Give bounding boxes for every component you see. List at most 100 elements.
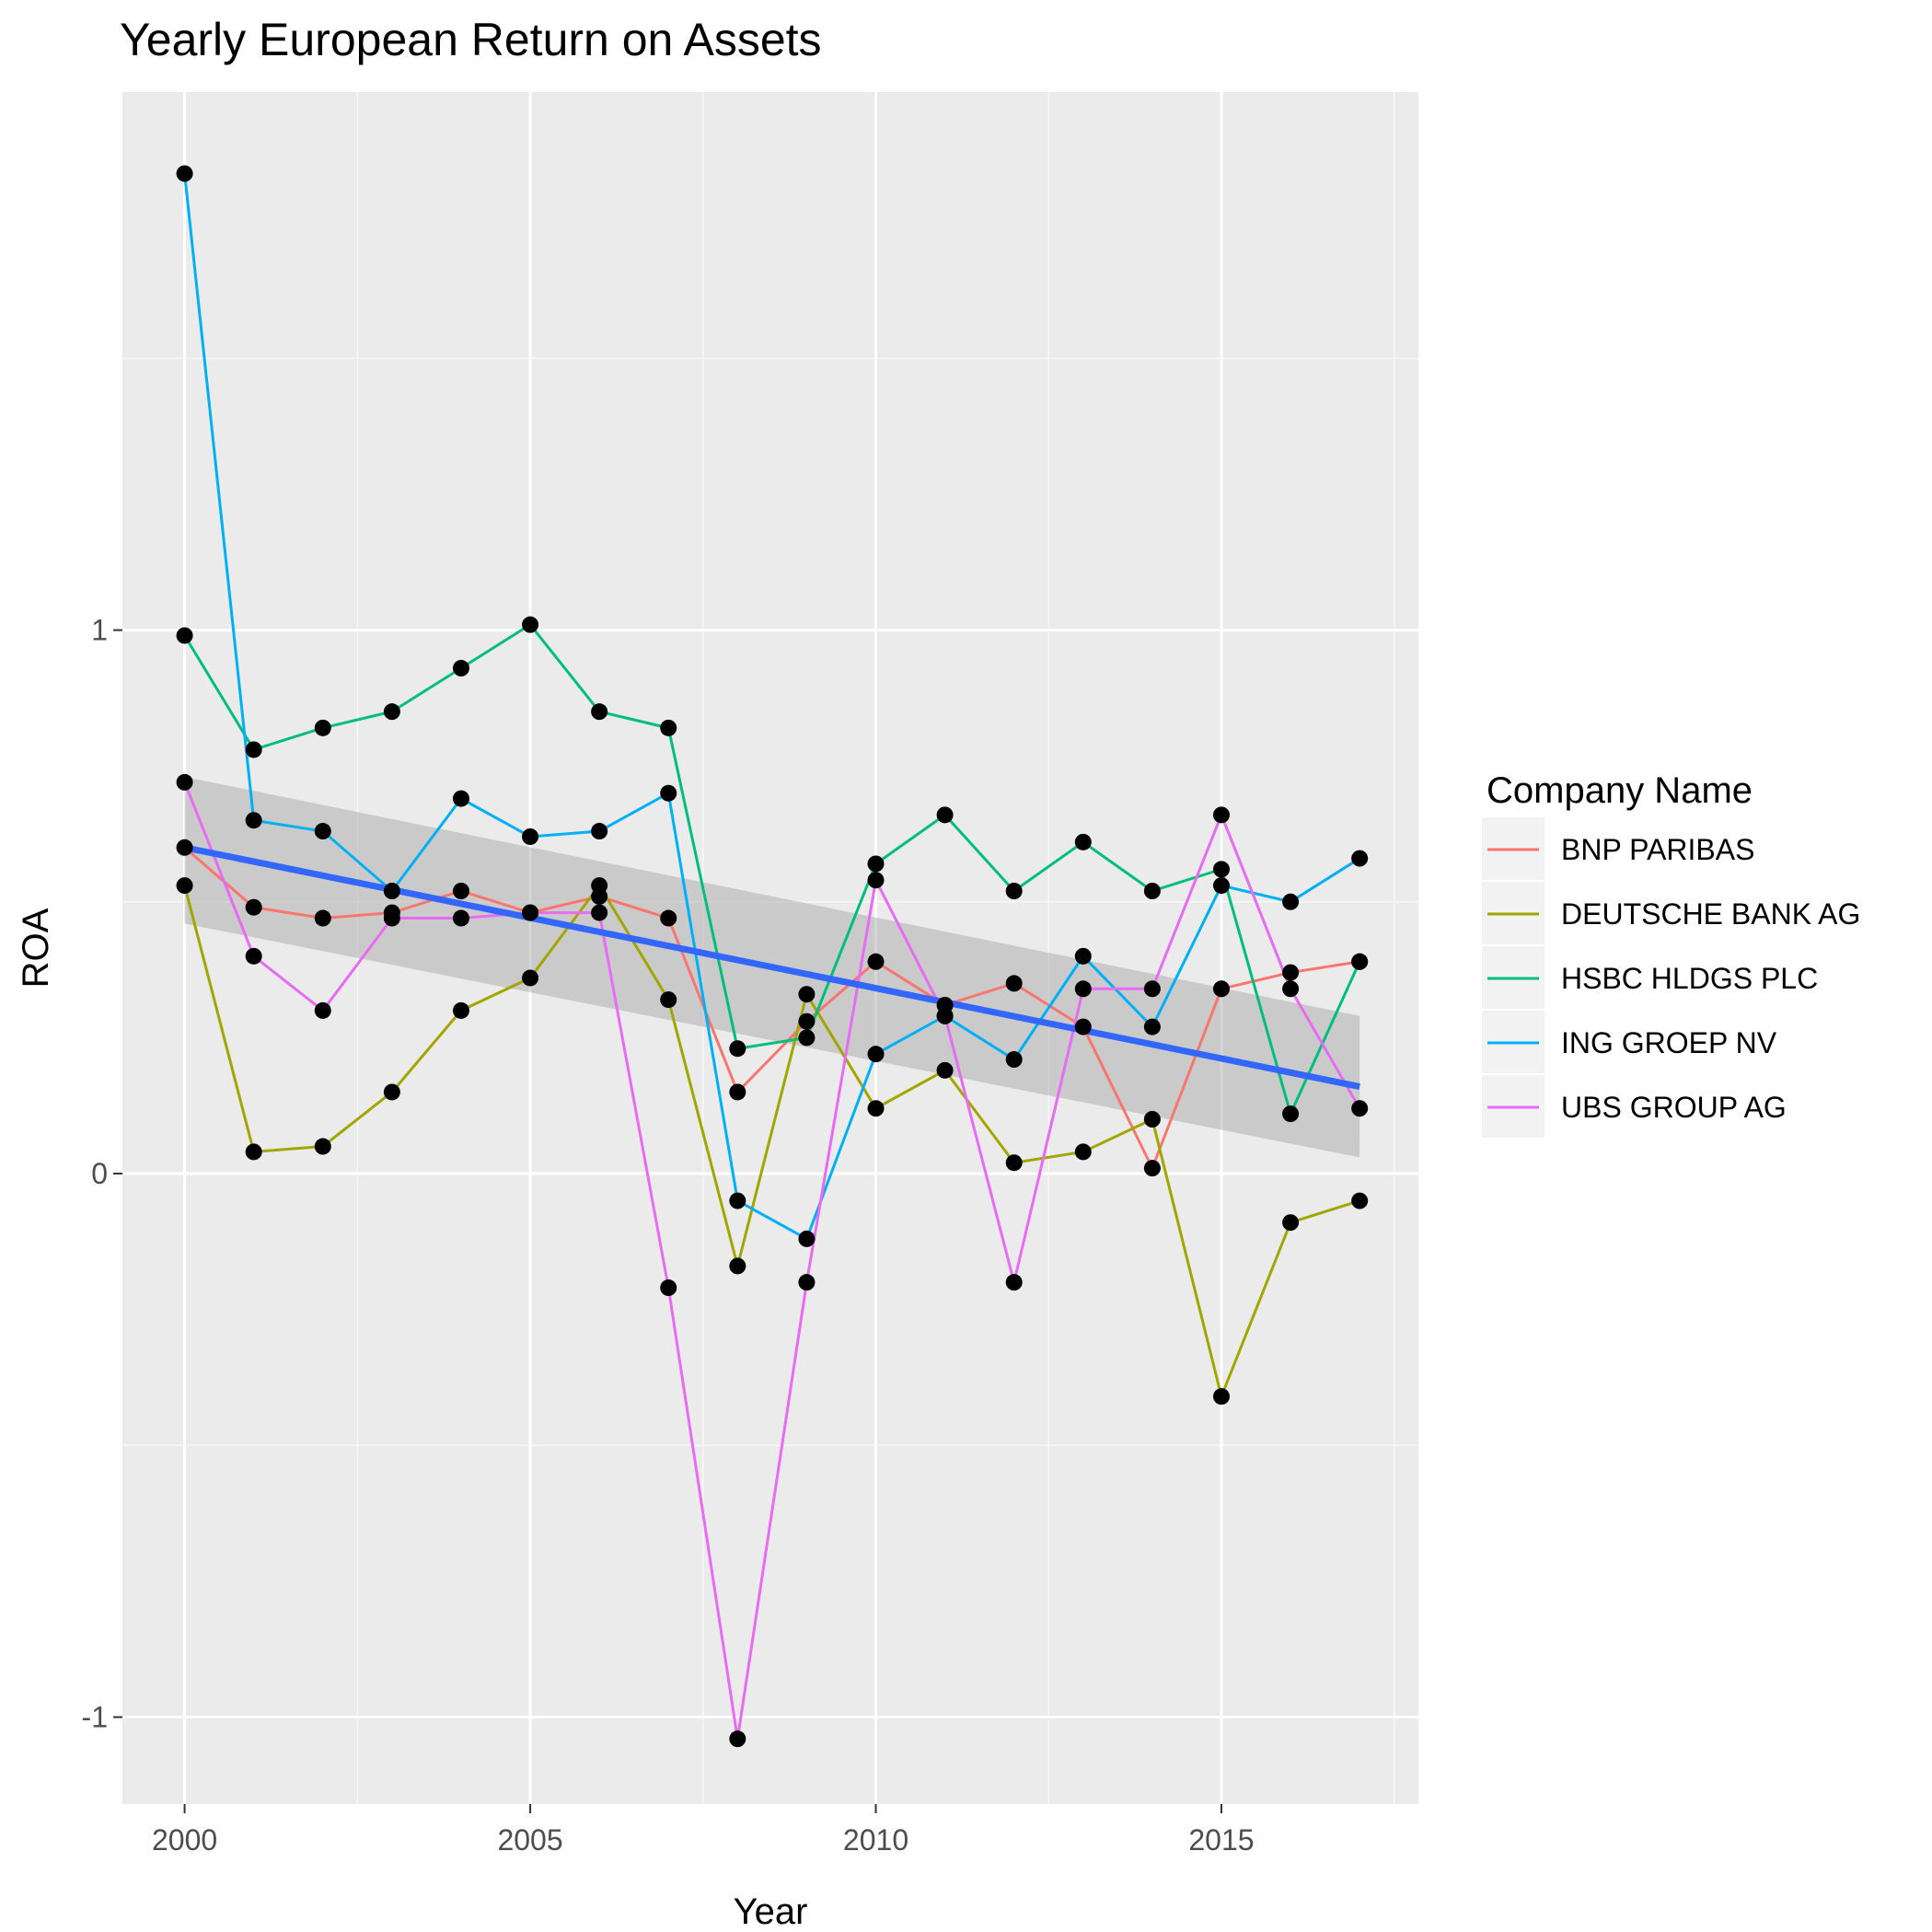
data-point — [245, 947, 262, 965]
y-tick-label: -1 — [82, 1701, 108, 1734]
y-tick-label: 1 — [91, 614, 108, 647]
x-tick-label: 2000 — [152, 1823, 217, 1857]
data-point — [522, 904, 539, 921]
data-point — [867, 872, 885, 889]
trend-line-layer — [183, 844, 1360, 1091]
data-point — [729, 1083, 746, 1101]
legend-title: Company Name — [1487, 770, 1753, 811]
data-point — [314, 1138, 331, 1155]
data-point — [314, 909, 331, 927]
data-point — [1282, 893, 1300, 910]
data-point — [452, 1001, 469, 1019]
data-point — [660, 991, 677, 1009]
data-point — [383, 1083, 400, 1101]
data-point — [1005, 1154, 1023, 1172]
data-point — [591, 703, 608, 721]
data-point — [522, 827, 539, 845]
data-point — [1351, 850, 1369, 867]
data-point — [176, 627, 193, 644]
data-point — [1074, 1143, 1092, 1161]
data-point — [383, 703, 400, 721]
legend: BNP PARIBAS DEUTSCHE BANK AG HSBC HLDGS PL… — [1482, 817, 1860, 1138]
legend-label: ING GROEP NV — [1561, 1026, 1777, 1059]
data-point — [1282, 964, 1300, 981]
data-point — [1351, 1192, 1369, 1209]
data-point — [1143, 1160, 1161, 1177]
data-point — [591, 823, 608, 840]
data-point — [867, 1046, 885, 1063]
data-point — [1282, 1105, 1300, 1123]
data-point — [1143, 883, 1161, 899]
data-point — [936, 806, 954, 824]
data-point — [452, 883, 469, 899]
data-point — [729, 1257, 746, 1275]
data-point — [314, 1001, 331, 1019]
data-point — [1005, 975, 1023, 992]
x-tick-label: 2010 — [843, 1823, 908, 1857]
data-point — [1212, 1388, 1230, 1406]
x-axis-title: Year — [734, 1892, 808, 1932]
series-line — [183, 884, 1360, 1398]
grid-minor — [122, 92, 1418, 1804]
y-tick-label: 0 — [91, 1157, 108, 1190]
data-point — [660, 784, 677, 802]
data-point — [1282, 1214, 1300, 1232]
tick-labels: 2000 2005 2010 2015 -1 0 1 — [82, 614, 1255, 1857]
data-point — [1074, 947, 1092, 965]
data-point — [1351, 953, 1369, 970]
series-points — [176, 165, 1369, 1748]
data-point — [452, 790, 469, 807]
trend-line — [183, 844, 1360, 1091]
data-point — [936, 1007, 954, 1024]
series-line — [183, 173, 1360, 1241]
data-point — [1005, 883, 1023, 899]
series-lines — [183, 173, 1361, 1741]
x-tick-label: 2015 — [1188, 1823, 1254, 1857]
data-point — [867, 953, 885, 970]
data-point — [1074, 980, 1092, 998]
x-tick-label: 2005 — [497, 1823, 562, 1857]
data-point — [729, 1730, 746, 1748]
series-line — [183, 781, 1361, 1741]
chart-title: Yearly European Return on Assets — [120, 14, 822, 65]
data-point — [798, 1012, 816, 1030]
data-point — [1212, 861, 1230, 878]
data-point — [1074, 1018, 1092, 1035]
data-point — [452, 659, 469, 677]
data-point — [1005, 1274, 1023, 1291]
data-point — [660, 1279, 677, 1297]
data-point — [867, 855, 885, 873]
axis-ticks — [113, 629, 1222, 1813]
data-point — [798, 1230, 816, 1247]
data-point — [1005, 1051, 1023, 1069]
data-point — [522, 969, 539, 987]
data-point — [798, 1029, 816, 1047]
data-point — [314, 823, 331, 840]
data-point — [1143, 980, 1161, 998]
data-point — [1212, 806, 1230, 824]
series-line — [183, 623, 1361, 1116]
legend-label: DEUTSCHE BANK AG — [1561, 897, 1860, 931]
data-point — [591, 877, 608, 895]
data-point — [176, 773, 193, 791]
data-point — [452, 909, 469, 927]
data-point — [1143, 1111, 1161, 1128]
data-point — [176, 877, 193, 895]
data-point — [245, 898, 262, 916]
data-point — [798, 986, 816, 1003]
data-point — [1351, 1100, 1369, 1117]
data-point — [729, 1040, 746, 1058]
grid-major — [122, 92, 1418, 1804]
data-point — [314, 719, 331, 736]
series-line — [183, 846, 1360, 1170]
data-point — [798, 1274, 816, 1291]
data-point — [1074, 833, 1092, 850]
data-point — [176, 839, 193, 856]
legend-label: HSBC HLDGS PLC — [1561, 962, 1818, 995]
data-point — [660, 909, 677, 927]
data-point — [936, 1061, 954, 1079]
data-point — [383, 883, 400, 899]
data-point — [245, 741, 262, 758]
data-point — [176, 165, 193, 182]
